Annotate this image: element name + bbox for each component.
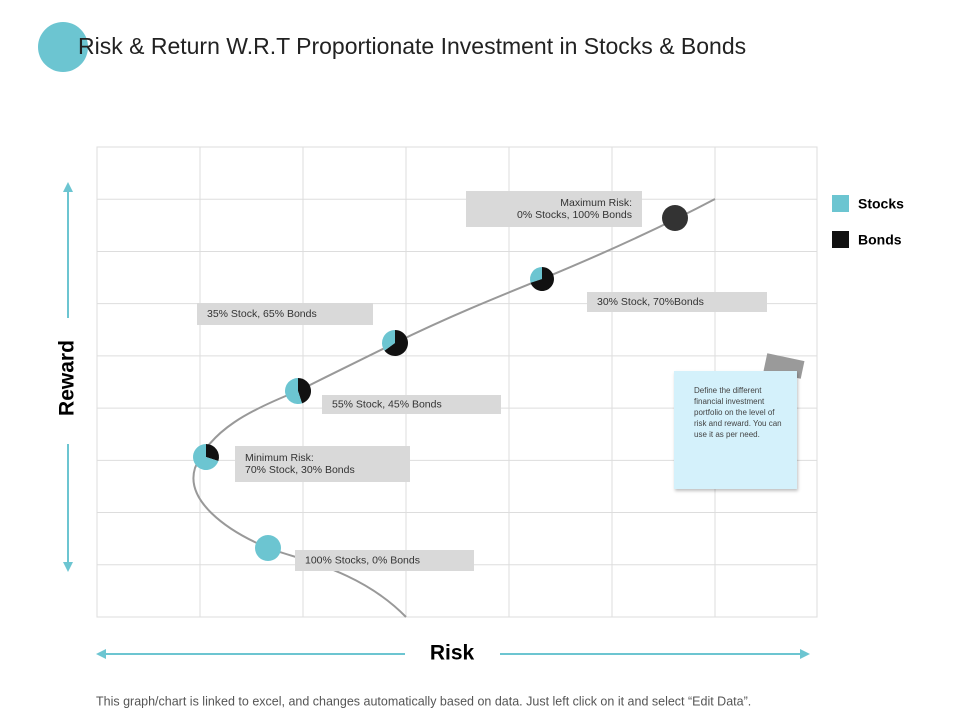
portfolio-label: 100% Stocks, 0% Bonds bbox=[305, 554, 420, 566]
x-axis-label: Risk bbox=[430, 642, 475, 665]
portfolio-label: 70% Stock, 30% Bonds bbox=[245, 464, 355, 476]
stocks-slice bbox=[192, 444, 219, 471]
plot-frame bbox=[96, 146, 818, 618]
legend-swatch bbox=[832, 231, 849, 248]
markers: 100% Stocks, 0% Bonds Minimum Risk:70% St… bbox=[192, 191, 767, 571]
stocks-slice bbox=[530, 267, 542, 283]
note: Define the different financial investmen… bbox=[674, 371, 797, 489]
x-arrow-head bbox=[96, 649, 106, 659]
stocks-slice bbox=[255, 535, 281, 561]
stocks-slice bbox=[285, 378, 303, 404]
stocks-slice bbox=[382, 330, 395, 351]
label-box bbox=[235, 446, 410, 482]
label-box bbox=[322, 395, 501, 414]
portfolio-label: 30% Stock, 70%Bonds bbox=[597, 296, 704, 308]
x-arrow-head bbox=[800, 649, 810, 659]
y-arrow-head bbox=[63, 562, 73, 572]
bonds-slice bbox=[384, 330, 408, 356]
bonds-slice bbox=[530, 267, 554, 291]
y-axis-label: Reward bbox=[56, 340, 79, 416]
bonds-slice bbox=[662, 205, 688, 231]
legend: Stocks Bonds bbox=[832, 195, 904, 248]
portfolio-label: 35% Stock, 65% Bonds bbox=[207, 308, 317, 320]
bonds-slice bbox=[206, 444, 219, 462]
portfolio-label: Maximum Risk: bbox=[560, 197, 632, 209]
title-dot bbox=[38, 22, 88, 72]
bonds-slice bbox=[298, 378, 312, 404]
title: Risk & Return W.R.T Proportionate Invest… bbox=[78, 33, 746, 59]
legend-label: Stocks bbox=[858, 196, 904, 212]
portfolio-label: 0% Stocks, 100% Bonds bbox=[517, 209, 632, 221]
label-box bbox=[197, 303, 373, 325]
label-box bbox=[295, 550, 474, 571]
legend-label: Bonds bbox=[858, 232, 902, 248]
y-arrow-head bbox=[63, 182, 73, 192]
label-box bbox=[587, 292, 767, 312]
legend-swatch bbox=[832, 195, 849, 212]
label-box bbox=[466, 191, 642, 227]
footer: This graph/chart is linked to excel, and… bbox=[96, 694, 751, 708]
portfolio-label: 55% Stock, 45% Bonds bbox=[332, 398, 442, 410]
portfolio-label: Minimum Risk: bbox=[245, 452, 314, 464]
